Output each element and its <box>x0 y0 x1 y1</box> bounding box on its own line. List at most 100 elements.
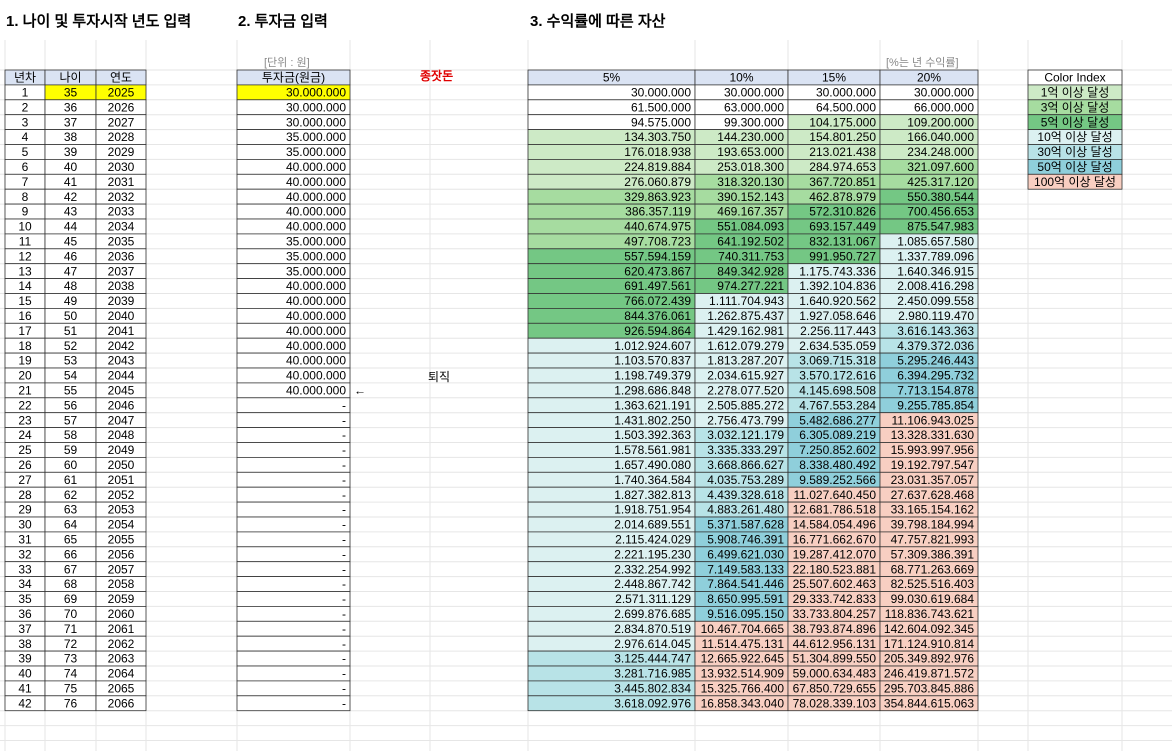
table-cell: 2041 <box>108 324 135 338</box>
table-cell: 425.317.120 <box>907 175 974 189</box>
table-cell: 2.014.689.551 <box>614 518 691 532</box>
table-cell: 46 <box>64 249 78 263</box>
table-cell: 193.653.000 <box>717 145 784 159</box>
table-cell: - <box>342 696 346 710</box>
table-cell: 26 <box>18 458 32 472</box>
column-header: 투자금(원금) <box>262 71 325 85</box>
table-cell: 30.000.000 <box>816 86 876 100</box>
table-cell: 3 <box>22 115 29 129</box>
table-cell: 2046 <box>108 398 135 412</box>
table-cell: 142.604.092.345 <box>884 622 974 636</box>
table-cell: 11.514.475.131 <box>701 637 784 651</box>
table-cell: 284.974.653 <box>809 160 876 174</box>
cell-box <box>236 561 351 578</box>
table-cell: 38.793.874.896 <box>793 622 877 636</box>
table-cell: 5.908.746.391 <box>707 533 784 547</box>
cell-box <box>236 680 351 697</box>
legend-title: Color Index <box>1044 71 1105 85</box>
table-cell: 15.325.766.400 <box>701 682 785 696</box>
table-cell: 2062 <box>108 637 135 651</box>
table-cell: 691.497.561 <box>624 279 691 293</box>
table-cell: 2043 <box>108 354 135 368</box>
table-cell: 15.993.997.956 <box>891 443 975 457</box>
table-cell: 1.612.079.279 <box>707 339 784 353</box>
table-cell: 2.505.885.272 <box>707 398 784 412</box>
table-cell: 2057 <box>108 562 135 576</box>
table-cell: 19.287.412.070 <box>793 547 877 561</box>
table-cell: 844.376.061 <box>624 309 691 323</box>
cell-box <box>236 486 351 503</box>
table-cell: 2054 <box>108 518 135 532</box>
table-cell: 5.371.587.628 <box>707 518 784 532</box>
cell-box <box>236 471 351 488</box>
table-cell: 25 <box>18 443 32 457</box>
section-title: 3. 수익률에 따른 자산 <box>530 12 666 30</box>
column-header: 나이 <box>59 71 81 85</box>
table-cell: 2050 <box>108 458 135 472</box>
table-cell: 40 <box>64 160 78 174</box>
table-cell: 9.516.095.150 <box>707 607 784 621</box>
table-cell: 45 <box>64 235 78 249</box>
legend-item: 30억 이상 달성 <box>1037 145 1112 159</box>
table-cell: 11.106.943.025 <box>891 413 974 427</box>
table-cell: 74 <box>64 667 78 681</box>
table-cell: 234.248.000 <box>907 145 974 159</box>
table-cell: 2047 <box>108 413 135 427</box>
table-cell: 5 <box>22 145 29 159</box>
table-cell: 144.230.000 <box>717 130 784 144</box>
table-cell: 23 <box>18 413 32 427</box>
table-cell: 2.450.099.558 <box>897 294 974 308</box>
table-cell: 30.000.000 <box>724 86 784 100</box>
table-cell: 22 <box>18 398 32 412</box>
table-cell: 1.298.686.848 <box>614 384 691 398</box>
table-cell: 66.000.000 <box>914 100 974 114</box>
table-cell: 17 <box>18 324 32 338</box>
table-cell: 39 <box>18 652 32 666</box>
table-cell: 40.000.000 <box>286 339 346 353</box>
table-cell: 6.394.295.732 <box>897 369 974 383</box>
table-cell: 2031 <box>108 175 135 189</box>
table-cell: 24 <box>18 428 32 442</box>
table-cell: 69 <box>64 592 78 606</box>
table-cell: 75 <box>64 682 78 696</box>
cell-box <box>236 397 351 414</box>
table-cell: 849.342.928 <box>717 264 784 278</box>
cell-box <box>236 665 351 682</box>
table-cell: 1 <box>22 86 29 100</box>
table-cell: 5.482.686.277 <box>799 413 876 427</box>
table-cell: 19.192.797.547 <box>891 458 975 472</box>
table-cell: 1.103.570.837 <box>614 354 691 368</box>
table-cell: 68 <box>64 577 78 591</box>
table-cell: 28 <box>18 488 32 502</box>
table-cell: 7.864.541.446 <box>707 577 784 591</box>
table-cell: 2060 <box>108 607 135 621</box>
table-cell: 7.149.583.133 <box>707 562 784 576</box>
table-cell: 76 <box>64 696 78 710</box>
table-cell: 71 <box>64 622 78 636</box>
cell-box <box>236 576 351 592</box>
table-cell: 497.708.723 <box>624 235 691 249</box>
table-cell: 295.703.845.886 <box>884 682 974 696</box>
table-cell: 72 <box>64 637 78 651</box>
legend-item: 100억 이상 달성 <box>1034 175 1116 189</box>
table-cell: 20 <box>18 369 32 383</box>
table-cell: 2056 <box>108 547 135 561</box>
table-cell: 6.499.621.030 <box>707 547 784 561</box>
table-cell: 78.028.339.103 <box>793 696 877 710</box>
table-cell: 462.878.979 <box>809 190 876 204</box>
table-cell: 2058 <box>108 577 135 591</box>
table-cell: 321.097.600 <box>907 160 974 174</box>
table-cell: 7 <box>22 175 29 189</box>
table-cell: 2049 <box>108 443 135 457</box>
table-cell: 2.278.077.520 <box>707 384 784 398</box>
table-cell: 63.000.000 <box>724 100 784 114</box>
table-cell: 61.500.000 <box>631 100 691 114</box>
table-cell: 2.008.416.298 <box>897 279 974 293</box>
table-cell: 14.584.054.496 <box>793 518 877 532</box>
table-cell: - <box>342 518 346 532</box>
table-cell: 5.295.246.443 <box>897 354 974 368</box>
table-cell: - <box>342 562 346 576</box>
table-cell: 2026 <box>108 100 135 114</box>
table-cell: 134.303.750 <box>624 130 691 144</box>
